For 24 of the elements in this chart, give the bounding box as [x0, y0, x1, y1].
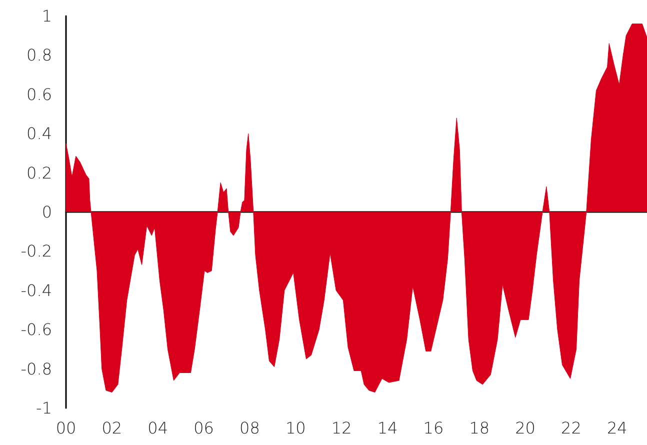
- x-tick-label: 24: [606, 418, 628, 438]
- x-tick-label: 16: [423, 418, 444, 438]
- y-tick-label: -0.4: [20, 280, 52, 300]
- y-tick-label: 1: [42, 6, 52, 26]
- y-tick-label: 0.4: [26, 124, 52, 144]
- y-tick-label: 0.8: [26, 46, 52, 65]
- x-tick-label: 08: [240, 418, 260, 438]
- x-tick-label: 10: [285, 418, 306, 438]
- x-tick-label: 02: [102, 418, 122, 438]
- x-tick-label: 06: [194, 418, 214, 438]
- y-tick-label: -0.8: [20, 359, 52, 378]
- x-tick-label: 14: [377, 418, 398, 438]
- y-tick-label: 0: [42, 202, 52, 222]
- x-tick-label: 04: [148, 418, 168, 438]
- y-tick-label: 0.6: [26, 84, 52, 104]
- x-tick-label: 22: [561, 418, 582, 438]
- x-tick-label: 00: [56, 418, 76, 438]
- x-tick-label: 12: [331, 418, 352, 438]
- y-tick-label: -1: [36, 398, 52, 418]
- y-tick-label: -0.6: [20, 320, 52, 340]
- x-tick-label: 18: [469, 418, 490, 438]
- y-tick-label: -0.2: [20, 242, 52, 261]
- x-tick-label: 20: [515, 418, 536, 438]
- y-tick-label: 0.2: [26, 163, 52, 182]
